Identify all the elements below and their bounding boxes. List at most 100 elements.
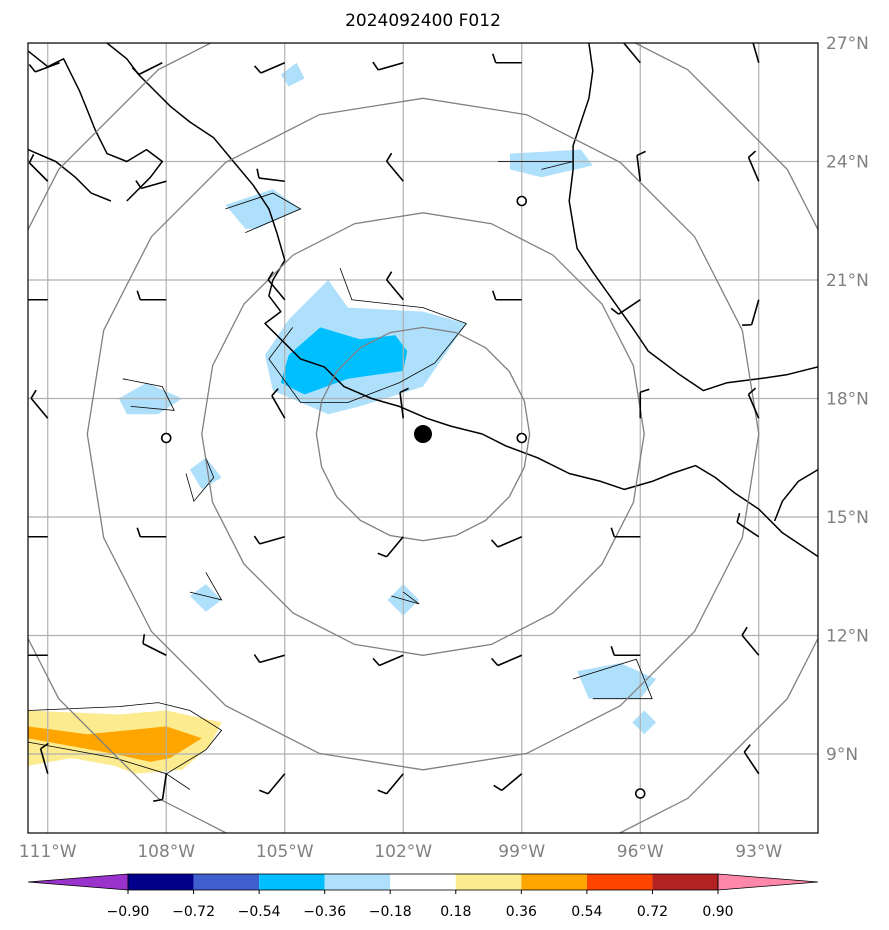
contour-outlines — [28, 161, 653, 790]
wind-barb-flag — [399, 387, 409, 394]
latitude-label: 27°N — [826, 34, 869, 54]
longitude-labels: 111°W 108°W 105°W 102°W 99°W 96°W 93°W — [19, 842, 783, 862]
map-frame — [27, 42, 819, 834]
colorbar-cell — [521, 874, 587, 890]
wind-barb — [28, 62, 60, 73]
wind-barb-staff — [260, 62, 286, 74]
wind-barb-flag — [610, 645, 616, 656]
wind-barb — [253, 62, 286, 74]
colorbar-tick-label: 0.36 — [506, 904, 537, 920]
longitude-label: 93°W — [735, 842, 782, 862]
wind-barb — [39, 742, 49, 774]
wind-barb — [610, 299, 641, 315]
latitude-label: 21°N — [826, 271, 869, 291]
wind-barb-flag — [135, 180, 142, 189]
wind-barb-flag — [377, 789, 387, 795]
wind-barb — [28, 154, 49, 182]
wind-barb — [491, 53, 522, 64]
contour-outline — [28, 702, 223, 775]
wind-barb-flag — [385, 152, 393, 162]
wind-barb-flag — [385, 271, 393, 281]
station-circle — [160, 432, 172, 444]
wind-barb — [372, 61, 404, 71]
wind-barb-staff — [497, 536, 523, 548]
wind-barb — [253, 535, 285, 545]
colorbar-cell — [259, 874, 325, 890]
wind-barb — [271, 388, 286, 419]
wind-barb — [399, 387, 409, 419]
wind-barb-staff — [750, 299, 760, 325]
colorbar-tick-label: −0.36 — [303, 904, 346, 920]
longitude-label: 99°W — [498, 842, 545, 862]
shaded-region — [189, 457, 222, 490]
wind-barb-flag — [28, 154, 35, 164]
wind-barb — [131, 62, 163, 76]
shaded-region — [509, 149, 593, 178]
wind-barb — [153, 773, 168, 802]
storm-center-marker — [414, 425, 432, 444]
wind-barb-staff — [258, 177, 285, 183]
wind-barb-flag — [636, 150, 646, 157]
wind-barb-staff — [271, 395, 286, 419]
wind-barb-staff — [501, 773, 523, 792]
wind-barb — [639, 388, 650, 419]
wind-barb-flag — [491, 290, 497, 301]
longitude-label: 96°W — [617, 842, 664, 862]
wind-barb-flag — [610, 307, 620, 315]
station-circles — [160, 195, 646, 799]
wind-barb-staff — [743, 751, 760, 775]
contour-outline — [391, 591, 420, 605]
wind-barb — [736, 512, 760, 538]
wind-barb-flag — [271, 388, 279, 397]
wind-barb-staff — [747, 157, 760, 182]
coastline — [568, 43, 818, 392]
colorbar-tick-label: −0.18 — [369, 904, 412, 920]
wind-barb — [377, 773, 404, 795]
wind-barb — [385, 271, 404, 301]
wind-barb-flag — [752, 32, 760, 37]
wind-barb-staff — [385, 773, 404, 795]
wind-barb-flag — [490, 657, 499, 667]
longitude-label: 108°W — [137, 842, 195, 862]
wind-barb — [258, 773, 286, 795]
wind-barb-staff — [385, 160, 404, 182]
wind-barb-staff — [161, 773, 168, 800]
wind-barb-staff — [30, 397, 49, 419]
wind-barb-flag — [30, 389, 37, 399]
wind-barb-flag — [19, 646, 22, 655]
wind-barb-staff — [34, 62, 60, 73]
colorbar-tick-label: −0.72 — [172, 904, 215, 920]
colorbar-cell — [390, 874, 456, 890]
wind-barb — [742, 299, 760, 326]
wind-barb-flag — [19, 528, 22, 537]
longitude-label: 111°W — [19, 842, 77, 862]
map-area — [19, 32, 818, 833]
wind-barb — [19, 646, 48, 657]
wind-barb-flag — [28, 64, 36, 73]
wind-barb — [622, 43, 641, 64]
wind-barb — [256, 168, 285, 183]
colorbar: −0.90 −0.72 −0.54 −0.36 −0.18 0.18 0.36 0.54 0.7… — [27, 873, 819, 920]
coastline — [28, 50, 164, 202]
wind-barb — [752, 32, 760, 63]
wind-barb-staff — [378, 61, 404, 71]
wind-barb-flag — [256, 168, 260, 179]
wind-barb-staff — [497, 654, 523, 667]
wind-barb-staff — [28, 162, 49, 182]
wind-barb-staff — [385, 536, 404, 558]
range-rings — [28, 43, 818, 833]
wind-barb — [385, 152, 404, 182]
wind-barbs — [19, 32, 760, 802]
shaded-region — [280, 62, 305, 87]
range-ring — [28, 43, 818, 833]
longitude-label: 105°W — [256, 842, 314, 862]
wind-barb-flag — [372, 61, 379, 71]
wind-barb-staff — [142, 642, 167, 656]
shaded-region — [632, 710, 657, 735]
wind-barb-flag — [253, 65, 262, 74]
longitude-label: 102°W — [374, 842, 432, 862]
wind-barb-flag — [377, 552, 387, 558]
colorbar-cell — [652, 874, 718, 890]
wind-barb-staff — [259, 654, 285, 664]
colorbar-cell — [455, 874, 522, 890]
